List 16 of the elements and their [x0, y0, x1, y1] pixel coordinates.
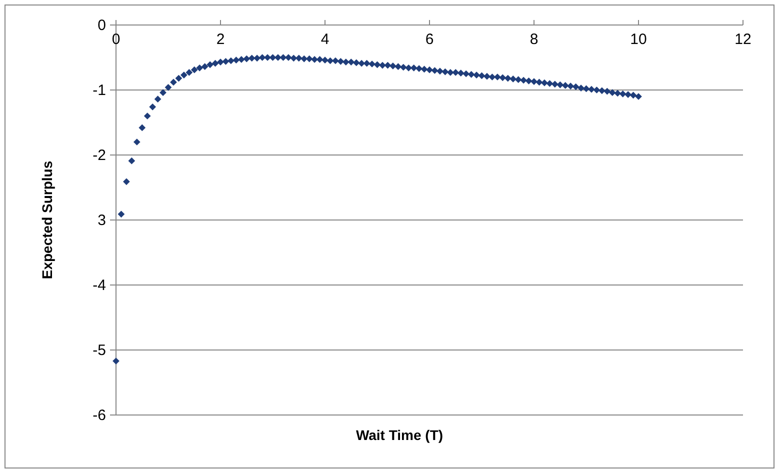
y-tick-label: -1: [92, 82, 106, 99]
y-tick-label: 0: [98, 17, 106, 34]
x-tick-label: 10: [630, 31, 647, 48]
x-tick-label: 4: [320, 31, 330, 48]
y-tick-label: -6: [92, 407, 106, 424]
y-tick-label: 3: [98, 212, 106, 229]
y-axis-title: Expected Surplus: [39, 160, 55, 280]
x-tick-label: 12: [734, 31, 752, 48]
x-tick-label: 2: [216, 31, 225, 48]
x-tick-label: 0: [112, 31, 120, 48]
y-tick-label: -2: [92, 147, 106, 164]
x-axis-title: Wait Time (T): [356, 427, 444, 443]
y-tick-label: -4: [92, 277, 106, 294]
x-tick-label: 8: [530, 31, 538, 48]
x-tick-label: 6: [425, 31, 434, 48]
y-tick-label: -5: [92, 342, 106, 359]
